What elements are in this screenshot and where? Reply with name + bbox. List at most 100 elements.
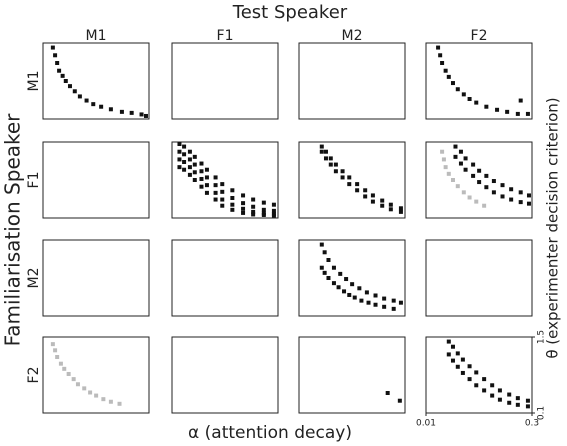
point bbox=[347, 182, 352, 187]
point bbox=[380, 203, 385, 208]
point bbox=[453, 144, 458, 149]
panel bbox=[298, 336, 406, 414]
panel bbox=[425, 239, 533, 317]
point bbox=[213, 183, 218, 188]
point bbox=[500, 194, 505, 199]
point bbox=[482, 377, 487, 382]
row-label: F1 bbox=[26, 172, 42, 189]
point bbox=[505, 109, 510, 114]
point bbox=[182, 167, 187, 172]
point bbox=[370, 199, 375, 204]
point bbox=[220, 182, 225, 187]
point bbox=[497, 397, 502, 402]
point bbox=[507, 400, 512, 405]
point bbox=[230, 207, 235, 212]
point bbox=[518, 98, 523, 103]
point bbox=[525, 111, 530, 116]
point bbox=[446, 74, 451, 79]
point bbox=[199, 176, 204, 181]
point bbox=[333, 169, 338, 174]
point bbox=[182, 144, 187, 149]
point bbox=[463, 156, 468, 161]
point bbox=[515, 402, 520, 407]
point bbox=[213, 190, 218, 195]
x-axis-label: α (attention decay) bbox=[188, 423, 352, 443]
point bbox=[204, 167, 209, 172]
point bbox=[509, 197, 514, 202]
point bbox=[474, 370, 479, 375]
point bbox=[75, 382, 80, 387]
point bbox=[463, 167, 468, 172]
panel bbox=[42, 141, 150, 219]
point bbox=[331, 265, 336, 270]
point bbox=[364, 290, 369, 295]
panel bbox=[42, 42, 150, 120]
point bbox=[50, 45, 55, 50]
point bbox=[450, 81, 455, 86]
point bbox=[460, 357, 465, 362]
point bbox=[373, 293, 378, 298]
point bbox=[319, 265, 324, 270]
point bbox=[455, 87, 460, 92]
point bbox=[84, 98, 89, 103]
point bbox=[117, 401, 122, 406]
point bbox=[450, 178, 455, 182]
column-label: M2 bbox=[342, 28, 363, 44]
point bbox=[350, 282, 355, 287]
point bbox=[455, 351, 460, 356]
point bbox=[357, 286, 362, 291]
point bbox=[461, 92, 466, 97]
point bbox=[471, 173, 476, 178]
point bbox=[77, 94, 82, 99]
point bbox=[182, 152, 187, 157]
point bbox=[220, 189, 225, 194]
panel bbox=[171, 42, 279, 120]
point bbox=[230, 202, 235, 207]
point bbox=[192, 170, 197, 175]
point bbox=[177, 165, 182, 170]
point bbox=[484, 185, 489, 190]
point bbox=[491, 190, 496, 195]
point bbox=[388, 207, 393, 212]
point bbox=[331, 281, 336, 286]
point bbox=[192, 162, 197, 167]
point bbox=[338, 271, 343, 276]
point bbox=[443, 68, 448, 73]
point bbox=[241, 201, 246, 206]
panel bbox=[425, 42, 533, 120]
point bbox=[471, 162, 476, 167]
row-label: M1 bbox=[26, 71, 42, 92]
point bbox=[482, 203, 487, 208]
point bbox=[271, 202, 276, 207]
point bbox=[518, 200, 523, 205]
point bbox=[446, 171, 451, 176]
point bbox=[319, 144, 324, 149]
point bbox=[177, 157, 182, 162]
point bbox=[380, 198, 385, 203]
point bbox=[323, 156, 328, 161]
point bbox=[355, 182, 360, 187]
point bbox=[515, 396, 520, 401]
point bbox=[67, 84, 72, 89]
point bbox=[398, 209, 403, 214]
point bbox=[398, 206, 403, 211]
point bbox=[63, 79, 68, 83]
point bbox=[500, 183, 505, 188]
point bbox=[474, 100, 479, 105]
point bbox=[467, 97, 472, 101]
point bbox=[450, 358, 455, 363]
point bbox=[261, 200, 266, 205]
point bbox=[460, 370, 465, 375]
point bbox=[340, 175, 345, 180]
point bbox=[482, 388, 487, 393]
point bbox=[58, 361, 63, 366]
point bbox=[55, 355, 60, 359]
point bbox=[66, 371, 71, 376]
point bbox=[82, 386, 87, 391]
point bbox=[261, 212, 266, 217]
panel bbox=[42, 239, 150, 317]
point bbox=[474, 199, 479, 204]
point bbox=[398, 300, 403, 305]
y-axis-label: Familiarisation Speaker bbox=[1, 113, 25, 347]
point bbox=[241, 193, 246, 198]
